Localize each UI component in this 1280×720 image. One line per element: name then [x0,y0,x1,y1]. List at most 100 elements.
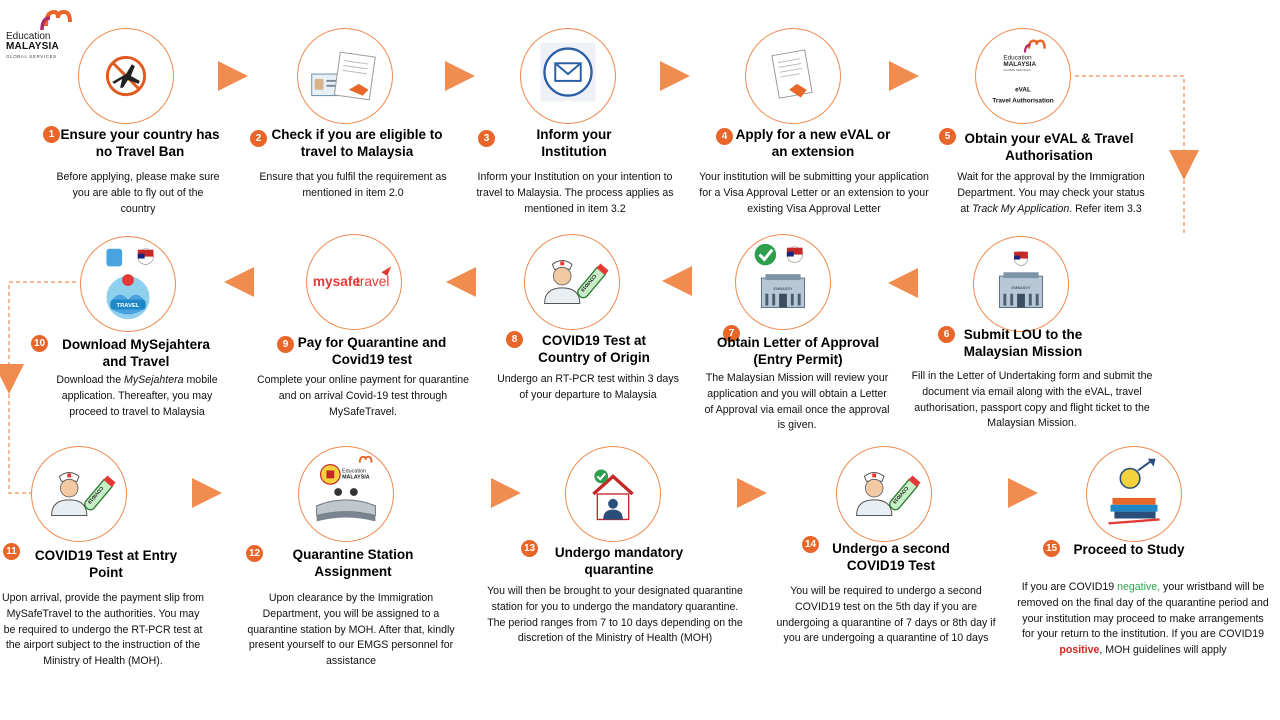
study-books-icon [1108,458,1160,525]
step-6-embassy-label: EMBASSY [1012,285,1031,290]
step-2-title: Check if you are eligible to travel to M… [271,127,443,159]
step-13-description: You will then be brought to your designa… [487,585,743,645]
step-6-description: Fill in the Letter of Undertaking form a… [911,370,1153,430]
step-10-number: 10 [31,335,48,352]
step-13-title: Undergo mandatory quarantine [554,545,684,577]
step-14-title: Undergo a second COVID19 Test [832,541,950,573]
step-5-track-my-application-text: Track My Application [972,202,1070,215]
step-15-positive-text: positive [1059,644,1100,657]
step-13-icon-circle [565,446,661,542]
embassy-icon: EMBASSY [998,251,1044,308]
step-1-icon-circle [78,28,174,124]
step-12-number: 12 [246,545,263,562]
step-5-logo-line-3: GLOBAL SERVICES [1003,68,1030,72]
step-13-number: 13 [521,540,538,557]
nurse-test-icon: COVID19 [51,471,116,517]
step-3-description: Inform your Institution on your intentio… [476,171,674,215]
step-15-desc-part-1: If you are COVID19 [1021,581,1118,593]
step-12-logo-line-2: MALAYSIA [342,474,370,480]
step-11-icon-circle: COVID19 [31,446,127,542]
step-5-desc-part-3: . Refer item 3.3 [1069,202,1142,215]
emgs-logo-icon [40,9,72,31]
eval-authorisation-icon: Education MALAYSIA GLOBAL SERVICES eVAL … [992,39,1054,104]
step-7-description: The Malaysian Mission will review your a… [704,372,890,432]
step-4-description: Your institution will be submitting your… [699,171,929,215]
eval-document-icon [771,49,813,99]
step-9-brand-mysafe: mysafe [313,274,361,289]
home-quarantine-icon [592,469,634,521]
step-4-icon-circle [745,28,841,124]
step-7-title: Obtain Letter of Approval (Entry Permit) [716,335,880,367]
step-5-icon-authorisation-label: Travel Authorisation [992,97,1053,104]
envelope-icon [540,42,596,102]
step-11-description: Upon arrival, provide the payment slip f… [2,592,204,668]
step-7-icon-circle: EMBASSY [735,234,831,330]
step-10-desc-part-3: mobile application. Thereafter, you may … [61,374,218,418]
step-6-icon-circle: EMBASSY [973,236,1069,332]
step-9-brand-travel: travel [356,274,389,289]
step-9-number: 9 [277,336,294,353]
mysafetravel-logo-icon: mysafe travel [313,266,392,289]
step-5-desc-part-1: Wait for the approval by the Immigration… [957,171,1145,215]
step-2-icon-circle [297,28,393,124]
step-6-title: Submit LOU to the Malaysian Mission [963,327,1083,359]
step-5-logo-line-1: Education [1003,54,1032,61]
step-12-title: Quarantine Station Assignment [292,547,414,579]
step-10-title: Download MySejahtera and Travel [62,337,210,369]
step-15-desc-part-3: , MOH guidelines will apply [1099,644,1227,657]
step-10-description: Download the MySejahtera mobile applicat… [48,373,226,420]
step-10-mysejahtera-text: MySejahtera [124,374,184,386]
nurse-test-icon: COVID19 [544,259,609,305]
step-12-description: Upon clearance by the Immigration Depart… [247,592,455,668]
step-14-number: 14 [802,536,819,553]
step-1-title: Ensure your country has no Travel Ban [60,127,220,159]
step-8-number: 8 [506,331,523,348]
step-5-description: Wait for the approval by the Immigration… [956,170,1146,217]
step-5-icon-circle: Education MALAYSIA GLOBAL SERVICES eVAL … [975,28,1071,124]
reception-desk-icon: Education MALAYSIA [316,455,376,522]
step-3-icon-circle [520,28,616,124]
step-2-number: 2 [250,130,267,147]
embassy-approved-icon: EMBASSY [754,243,806,308]
step-10-travel-label: TRAVEL [116,303,139,309]
step-4-number: 4 [716,128,733,145]
eval-documents-icon [311,51,376,101]
step-10-icon-circle: TRAVEL [80,236,176,332]
logo-line-1: Education [6,31,51,42]
step-3-number: 3 [478,130,495,147]
step-12-icon-circle: Education MALAYSIA [298,446,394,542]
step-7-number: 7 [723,325,740,342]
step-5-title: Obtain your eVAL & Travel Authorisation [964,131,1134,163]
travel-app-icon: TRAVEL [106,248,154,320]
step-1-number: 1 [43,126,60,143]
step-10-desc-part-1: Download the [56,374,125,386]
step-15-desc-part-2: your wristband will be removed on the fi… [1017,581,1269,641]
flow-arrows [0,61,1199,508]
step-5-logo-line-2: MALAYSIA [1003,61,1036,68]
education-malaysia-logo: Education MALAYSIA GLOBAL SERVICES [4,6,94,66]
step-15-number: 15 [1043,540,1060,557]
step-15-negative-text: negative, [1117,581,1161,593]
step-1-description: Before applying, please make sure you ar… [56,171,220,215]
nurse-test-icon: COVID19 [856,471,921,517]
step-4-title: Apply for a new eVAL or an extension [735,127,891,159]
logo-line-3: GLOBAL SERVICES [6,54,57,59]
step-14-icon-circle: COVID19 [836,446,932,542]
step-6-number: 6 [938,326,955,343]
step-11-number: 11 [3,543,20,560]
no-flight-icon [105,55,147,97]
step-14-description: You will be required to undergo a second… [776,585,996,645]
step-8-description: Undergo an RT-PCR test within 3 days of … [497,373,679,401]
step-9-description: Complete your online payment for quarant… [257,374,469,418]
step-12-logo-line-1: Education [342,468,366,474]
step-9-icon-circle: mysafe travel [306,234,402,330]
step-8-icon-circle: COVID19 [524,234,620,330]
step-3-title: Inform your Institution [536,127,612,159]
step-8-title: COVID19 Test at Country of Origin [538,333,650,365]
logo-line-2: MALAYSIA [6,41,59,52]
step-15-icon-circle [1086,446,1182,542]
step-15-description: If you are COVID19 negative, your wristb… [1016,580,1270,659]
step-7-embassy-label: EMBASSY [774,286,793,291]
step-5-icon-eval-label: eVAL [1015,87,1031,94]
